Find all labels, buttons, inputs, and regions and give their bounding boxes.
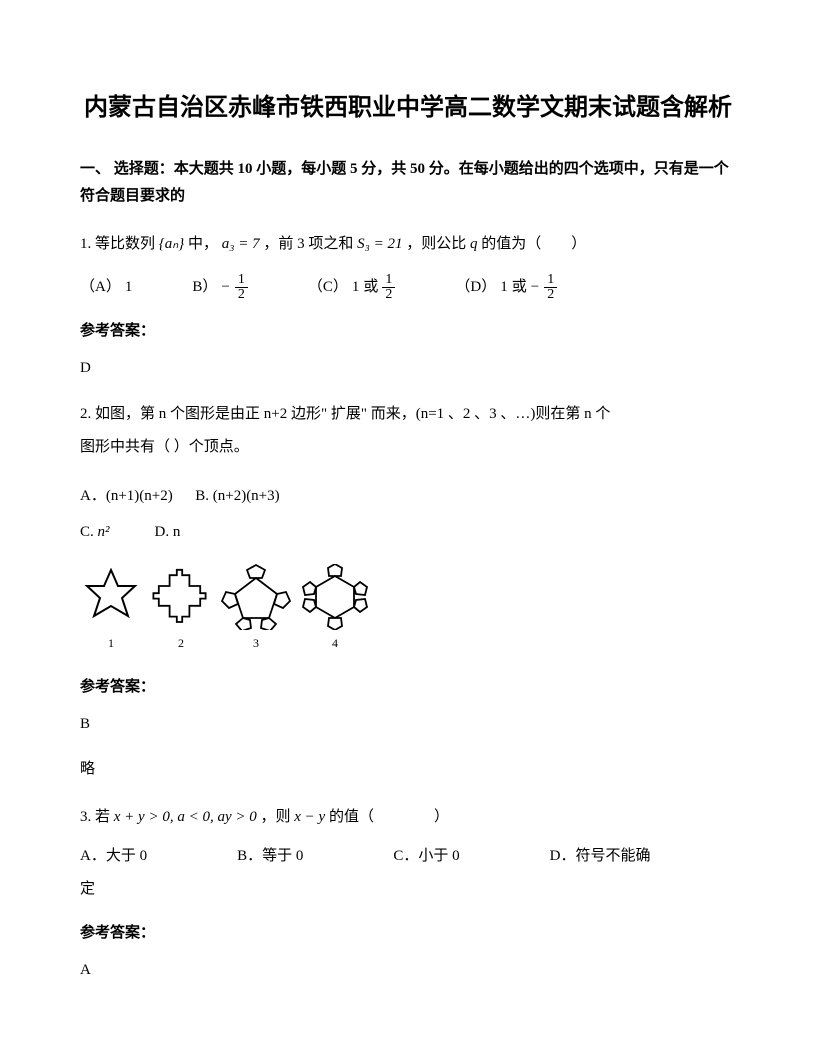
q2-brief: 略 xyxy=(80,756,736,783)
section-header: 一、 选择题：本大题共 10 小题，每小题 5 分，共 50 分。在每小题给出的… xyxy=(80,156,736,210)
opt-math: n² xyxy=(98,524,110,540)
fraction: 12 xyxy=(382,273,395,302)
q3-options: A．大于 0 B．等于 0 C．小于 0 D．符号不能确 xyxy=(80,840,736,873)
page-title: 内蒙古自治区赤峰市铁西职业中学高二数学文期末试题含解析 xyxy=(80,90,736,126)
q1-text: ，前 xyxy=(263,236,293,252)
opt-label: （C） xyxy=(308,271,348,304)
q3-text: 的值（ ） xyxy=(329,809,449,825)
question-2: 2. 如图，第 n 个图形是由正 n+2 边形" 扩展" 而来，(n=1 、2 … xyxy=(80,398,736,656)
minus-icon: − xyxy=(531,271,539,304)
hexagon-extension-icon xyxy=(298,564,372,630)
q1-s3: S₃ = 21 xyxy=(357,236,402,252)
fig-label: 3 xyxy=(220,630,292,656)
q1-text: 项之和 xyxy=(308,236,357,252)
q3-text: 3. 若 xyxy=(80,809,110,825)
q1-option-d: （D） 1 或 − 12 xyxy=(455,271,557,304)
q2-text: 图形中共有（ ）个顶点。 xyxy=(80,431,736,464)
q3-option-d-cont: 定 xyxy=(80,873,736,906)
q1-a3: a₃ = 7 xyxy=(222,236,260,252)
q1-option-c: （C） 1 或 12 xyxy=(308,271,396,304)
q1-text: 中， xyxy=(188,236,218,252)
q3-option-a: A．大于 0 xyxy=(80,840,147,873)
figure-2: 2 xyxy=(148,568,214,656)
q3-option-c: C．小于 0 xyxy=(393,840,459,873)
q2-option-d: D. n xyxy=(155,524,181,540)
q1-text: 的值为（ ） xyxy=(481,236,586,252)
opt-or: 或 xyxy=(512,271,527,304)
opt-value: 1 xyxy=(500,271,508,304)
q1-three: 3 xyxy=(297,236,305,252)
q2-answer: B xyxy=(80,711,736,738)
answer-label: 参考答案： xyxy=(80,318,736,345)
q3-option-d: D．符号不能确 xyxy=(550,840,651,873)
figure-1: 1 xyxy=(80,568,142,656)
q1-options: （A） 1 B） − 12 （C） 1 或 12 （D） 1 或 − 12 xyxy=(80,271,736,304)
square-extension-icon xyxy=(148,568,214,630)
question-3: 3. 若 x + y > 0, a < 0, ay > 0 ，则 x − y 的… xyxy=(80,801,736,906)
q1-option-a: （A） 1 xyxy=(80,271,132,304)
figure-4: 4 xyxy=(298,564,372,656)
fraction: 12 xyxy=(544,273,557,302)
opt-label: B） xyxy=(192,271,217,304)
q3-condition: x + y > 0, a < 0, ay > 0 xyxy=(114,809,257,825)
fig-label: 2 xyxy=(148,630,214,656)
answer-label: 参考答案： xyxy=(80,920,736,947)
answer-label: 参考答案： xyxy=(80,674,736,701)
q3-text: ，则 xyxy=(260,809,294,825)
opt-label: （D） xyxy=(455,271,496,304)
minus-icon: − xyxy=(221,271,229,304)
q2-option-c: C. n² xyxy=(80,524,113,540)
opt-label: （A） xyxy=(80,271,121,304)
fig-label: 1 xyxy=(80,630,142,656)
q2-figures: 1 2 3 xyxy=(80,564,736,656)
q2-options: A．(n+1)(n+2) B. (n+2)(n+3) C. n² D. n xyxy=(80,478,736,550)
opt-value: 1 xyxy=(352,271,360,304)
pentagon-extension-icon xyxy=(220,564,292,630)
q3-option-b: B．等于 0 xyxy=(237,840,303,873)
question-1: 1. 等比数列 {aₙ} 中， a₃ = 7 ，前 3 项之和 S₃ = 21 … xyxy=(80,228,736,304)
q1-text: 1. 等比数列 xyxy=(80,236,155,252)
q1-option-b: B） − 12 xyxy=(192,271,247,304)
q1-text: ，则公比 xyxy=(406,236,470,252)
figure-3: 3 xyxy=(220,564,292,656)
q2-text: 2. 如图，第 n 个图形是由正 n+2 边形" 扩展" 而来，(n=1 、2 … xyxy=(80,398,736,431)
fig-label: 4 xyxy=(298,630,372,656)
q3-answer: A xyxy=(80,957,736,984)
opt-value: 1 xyxy=(125,271,133,304)
q1-q: q xyxy=(470,236,478,252)
fraction: 12 xyxy=(235,273,248,302)
opt-label: C. xyxy=(80,524,98,540)
q2-option-b: B. (n+2)(n+3) xyxy=(195,488,279,504)
opt-or: 或 xyxy=(363,271,378,304)
q2-option-a: A．(n+1)(n+2) xyxy=(80,488,173,504)
q1-seq: {aₙ} xyxy=(159,228,184,261)
star-hexagram-icon xyxy=(80,568,142,630)
q1-answer: D xyxy=(80,355,736,382)
q3-expr: x − y xyxy=(294,809,325,825)
